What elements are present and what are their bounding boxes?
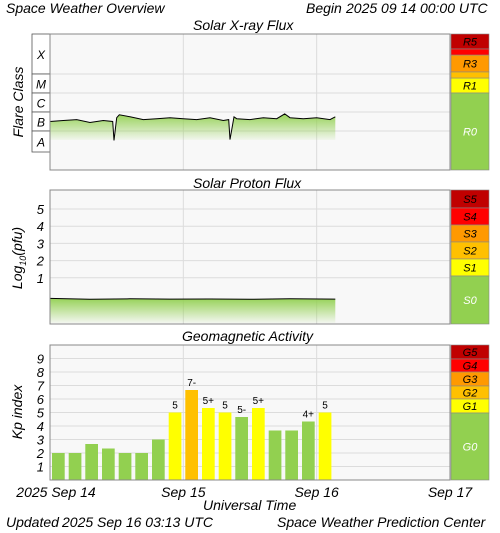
kp-bar-9 xyxy=(202,408,215,480)
kp-ytick-7: 7 xyxy=(37,379,45,394)
proton-scale-label-s1: S1 xyxy=(463,263,476,275)
xray-scale-r4 xyxy=(450,48,490,56)
kp-bar-label-8: 7- xyxy=(187,378,196,389)
kp-scale-label-g0: G0 xyxy=(463,442,479,454)
kp-xtick-0: 2025 Sep 14 xyxy=(15,484,96,500)
kp-scale-label-g2: G2 xyxy=(463,388,478,400)
kp-bar-5 xyxy=(135,453,148,480)
xray-yaxis-title: Flare Class xyxy=(10,67,26,138)
kp-ytick-5: 5 xyxy=(37,406,45,421)
geomag-panel-title: Geomagnetic Activity xyxy=(182,328,313,344)
updated-time: 2025 Sep 16 03:13 UTC xyxy=(62,514,213,530)
kp-bar-7 xyxy=(168,412,182,480)
kp-scale-g0 xyxy=(450,412,490,481)
proton-scale-label-s3: S3 xyxy=(463,229,477,241)
proton-panel-title: Solar Proton Flux xyxy=(193,175,302,191)
proton-scale-label-s0: S0 xyxy=(463,295,477,307)
kp-bar-15 xyxy=(302,421,315,480)
kp-scale-label-g1: G1 xyxy=(463,401,478,413)
xray-scale-label-r1: R1 xyxy=(463,81,477,93)
kp-ytick-1: 1 xyxy=(37,460,44,475)
kp-bar-13 xyxy=(268,430,282,480)
proton-flux-fill xyxy=(50,298,336,323)
xray-flux-fill xyxy=(50,113,336,141)
kp-bar-label-12: 5+ xyxy=(253,396,265,407)
kp-bar-4 xyxy=(118,453,132,480)
proton-flux-line xyxy=(49,297,336,300)
kp-scale-label-g4: G4 xyxy=(463,361,478,373)
kp-bar-label-16: 5 xyxy=(322,401,328,412)
proton-ytick-1: 1 xyxy=(37,271,44,286)
begin-label: Begin xyxy=(306,0,342,16)
kp-bar-label-9: 5+ xyxy=(203,396,215,407)
proton-scale-label-s2: S2 xyxy=(463,246,476,258)
xaxis-title: Universal Time xyxy=(203,497,297,513)
kp-bar-label-10: 5 xyxy=(222,401,228,412)
xray-scale-label-r0: R0 xyxy=(463,127,478,139)
proton-scale-label-s5: S5 xyxy=(463,194,477,206)
xray-panel-title: Solar X-ray Flux xyxy=(193,17,294,33)
kp-bar-label-15: 4+ xyxy=(303,410,315,421)
xray-class-label-c: C xyxy=(37,97,46,111)
kp-ytick-3: 3 xyxy=(37,433,45,448)
prediction-center: Space Weather Prediction Center xyxy=(277,514,486,530)
kp-bar-14 xyxy=(285,430,298,480)
kp-bar-3 xyxy=(102,448,115,480)
kp-xtick-3: Sep 17 xyxy=(428,484,474,500)
kp-ytick-9: 9 xyxy=(37,352,44,367)
proton-ytick-5: 5 xyxy=(37,202,45,217)
xray-scale-label-r5: R5 xyxy=(463,37,478,49)
kp-yaxis-title: Kp index xyxy=(9,384,25,439)
kp-bar-11 xyxy=(235,417,248,480)
kp-bar-2 xyxy=(85,444,98,480)
xray-plot-border xyxy=(49,33,451,171)
kp-ytick-4: 4 xyxy=(37,419,44,434)
kp-scale-label-g5: G5 xyxy=(463,347,479,359)
proton-scale-label-s4: S4 xyxy=(463,212,476,224)
begin-time: 2025 09 14 00:00 UTC xyxy=(346,0,488,16)
kp-bar-12 xyxy=(252,408,265,480)
kp-scale-label-g3: G3 xyxy=(463,374,479,386)
kp-ytick-6: 6 xyxy=(37,392,45,407)
kp-bar-8 xyxy=(185,390,198,480)
kp-bar-0 xyxy=(52,453,65,480)
proton-scale-s0 xyxy=(450,275,490,325)
kp-bar-10 xyxy=(218,412,232,480)
xray-class-label-m: M xyxy=(36,78,46,92)
xray-scale-r0 xyxy=(450,92,490,171)
proton-ytick-2: 2 xyxy=(36,254,45,269)
proton-ytick-4: 4 xyxy=(37,219,44,234)
proton-plot-border xyxy=(49,189,451,325)
kp-bar-label-11: 5- xyxy=(237,405,246,416)
kp-bar-label-7: 5 xyxy=(172,401,178,412)
xray-plot-area xyxy=(50,34,450,170)
kp-plot-border xyxy=(49,344,451,481)
xray-class-label-b: B xyxy=(37,116,45,130)
xray-scale-label-r3: R3 xyxy=(463,59,478,71)
kp-ytick-8: 8 xyxy=(37,365,45,380)
page-title: Space Weather Overview xyxy=(6,0,165,16)
kp-bar-16 xyxy=(318,412,332,480)
updated-label: Updated xyxy=(6,514,59,530)
xray-class-label-a: A xyxy=(36,136,45,150)
kp-bar-1 xyxy=(68,453,82,480)
kp-ytick-2: 2 xyxy=(36,446,45,461)
proton-yaxis-title: Log10(pfu) xyxy=(9,227,28,289)
kp-xtick-2: Sep 16 xyxy=(294,484,339,500)
kp-bar-6 xyxy=(152,439,165,480)
proton-ytick-3: 3 xyxy=(37,236,45,251)
xray-class-label-x: X xyxy=(36,48,46,62)
kp-xtick-1: Sep 15 xyxy=(161,484,206,500)
xray-scale-r2 xyxy=(450,71,490,79)
xray-flux-line xyxy=(49,113,336,141)
